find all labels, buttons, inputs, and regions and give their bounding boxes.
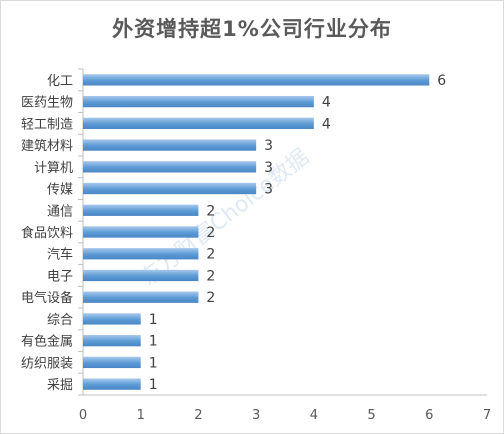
data-label: 6 (437, 73, 446, 89)
bar (83, 204, 199, 216)
data-label: 4 (322, 116, 331, 132)
x-tick-label: 4 (310, 408, 318, 423)
category-label: 电子 (47, 269, 73, 284)
data-label: 1 (149, 377, 158, 393)
category-label: 采掘 (47, 378, 73, 393)
category-label: 医药生物 (21, 96, 73, 111)
bar (83, 139, 257, 151)
data-label: 3 (264, 182, 273, 198)
bar (83, 161, 257, 173)
data-label: 1 (149, 312, 158, 328)
category-label: 综合 (47, 313, 73, 328)
bar (83, 95, 314, 108)
data-label: 1 (149, 355, 158, 371)
x-tick-label: 0 (79, 408, 87, 423)
x-tick-label: 7 (483, 408, 491, 423)
chart-title: 外资增持超1%公司行业分布 (112, 17, 392, 41)
bar (83, 74, 430, 86)
category-label: 轻工制造 (21, 117, 73, 132)
category-label: 化工 (47, 74, 73, 89)
data-label: 2 (206, 268, 215, 284)
x-tick-label: 2 (194, 408, 202, 423)
bar (83, 291, 199, 303)
bar (83, 356, 141, 369)
bar (83, 378, 141, 390)
category-label: 传媒 (47, 183, 73, 198)
data-label: 2 (206, 247, 215, 263)
category-label: 建筑材料 (21, 138, 73, 154)
bar (83, 335, 141, 347)
x-tick-label: 5 (367, 408, 375, 423)
category-label: 电气设备 (21, 290, 73, 306)
data-label: 2 (206, 225, 215, 241)
data-label: 3 (264, 160, 273, 176)
category-label: 纺织服装 (21, 356, 73, 371)
bar (83, 248, 199, 260)
bar (83, 313, 141, 325)
category-label: 汽车 (47, 247, 73, 263)
category-label: 有色金属 (21, 334, 73, 350)
data-label: 2 (206, 203, 215, 219)
bar (83, 117, 314, 129)
data-label: 3 (264, 138, 273, 154)
data-label: 1 (149, 334, 158, 350)
data-label: 4 (322, 95, 331, 111)
data-label: 2 (206, 290, 215, 306)
category-label: 通信 (47, 204, 73, 219)
bar (83, 182, 257, 195)
x-tick-label: 1 (137, 408, 145, 423)
bar (83, 269, 199, 282)
bar (83, 226, 199, 238)
x-tick-label: 6 (425, 408, 433, 423)
category-label: 食品饮料 (21, 225, 73, 241)
x-tick-label: 3 (252, 408, 260, 423)
category-label: 计算机 (34, 161, 73, 176)
